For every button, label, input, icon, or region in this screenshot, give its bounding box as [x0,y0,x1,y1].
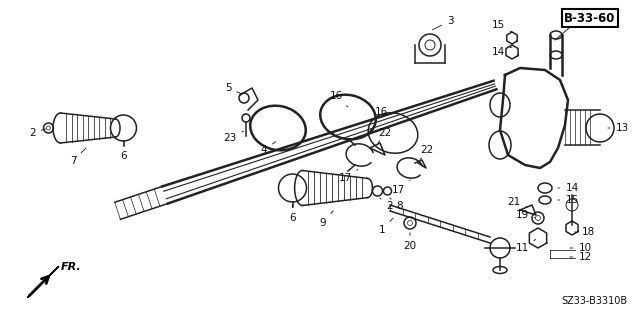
Text: 2: 2 [380,198,393,211]
Text: 23: 23 [223,131,243,143]
Text: 4: 4 [260,142,276,155]
Text: 20: 20 [403,233,417,251]
Polygon shape [28,266,59,298]
Text: 16: 16 [330,91,348,107]
Text: 6: 6 [289,205,296,223]
Text: 14: 14 [492,47,512,57]
Text: 17: 17 [392,180,410,195]
Text: 17: 17 [339,169,358,183]
Text: 12: 12 [570,252,591,262]
Text: FR.: FR. [61,262,81,272]
Text: 21: 21 [508,197,527,207]
Text: 19: 19 [515,210,535,220]
Text: 13: 13 [608,123,628,133]
Text: B-33-60: B-33-60 [564,11,616,25]
Text: 6: 6 [120,145,127,161]
Text: 10: 10 [570,243,591,253]
Text: 1: 1 [379,218,393,235]
Text: 18: 18 [575,227,595,237]
Text: 2: 2 [29,128,46,138]
Text: 8: 8 [390,198,403,211]
Text: 22: 22 [420,145,434,160]
Text: 5: 5 [225,83,241,94]
Text: 15: 15 [558,195,579,205]
Text: 11: 11 [515,240,536,253]
Text: 15: 15 [492,20,512,32]
Text: 3: 3 [433,16,453,30]
Text: 9: 9 [320,211,333,228]
Text: 22: 22 [378,128,392,143]
Text: 16: 16 [374,107,393,122]
Text: 14: 14 [558,183,579,193]
Text: SZ33-B3310B: SZ33-B3310B [562,296,628,306]
Text: 7: 7 [70,148,86,166]
